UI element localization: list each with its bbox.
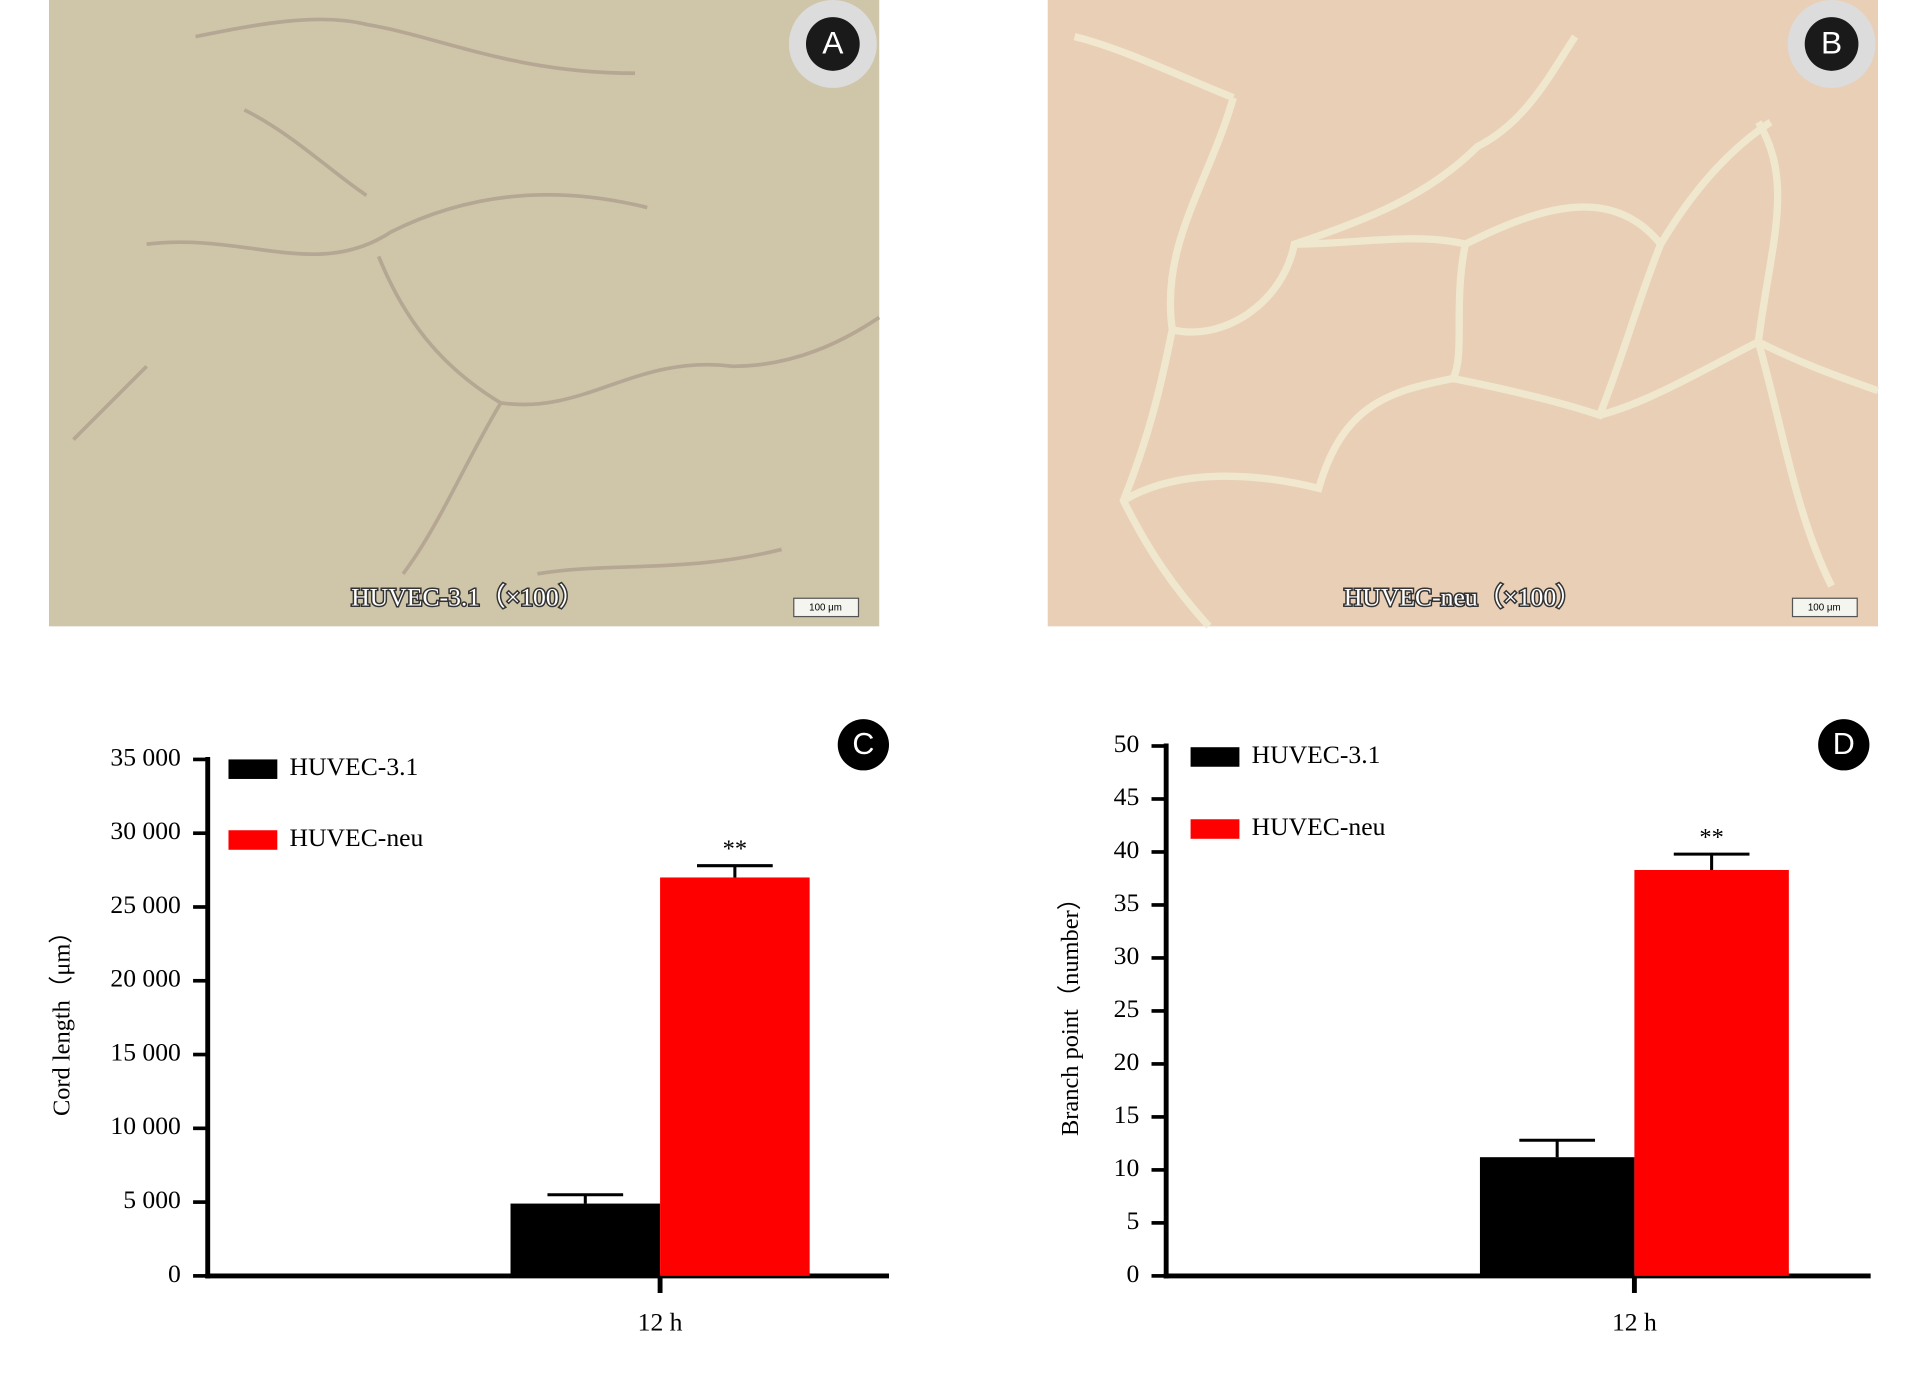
y-tick-label: 35 000 <box>110 742 180 771</box>
scale-bar <box>1791 597 1858 618</box>
y-tick-label: 10 000 <box>110 1111 180 1140</box>
caption: HUVEC-neu（×100） <box>1344 582 1582 611</box>
y-tick-label: 25 000 <box>110 890 180 919</box>
legend-swatch <box>228 759 278 779</box>
y-tick-label: 0 <box>1126 1259 1139 1288</box>
y-tick-label: 40 <box>1114 835 1140 864</box>
photo-b: B HUVEC-neu（×100） 100 μm <box>1047 0 1880 629</box>
panel-letter: C <box>852 727 874 761</box>
letter-badge <box>837 719 890 771</box>
significance: ** <box>723 836 747 863</box>
panel-letter: A <box>822 25 844 61</box>
y-tick-label: 20 <box>1114 1047 1140 1076</box>
y-tick-label: 30 <box>1114 941 1140 970</box>
legend-swatch <box>1190 819 1240 839</box>
scale-bar-label: 100 μm <box>809 603 842 614</box>
y-axis-label: Branch point（number） <box>1057 886 1084 1136</box>
y-tick-label: 20 000 <box>110 964 180 993</box>
y-tick-label: 5 <box>1126 1206 1139 1235</box>
caption: HUVEC-3.1（×100） <box>351 582 584 611</box>
x-tick-label: 12 h <box>638 1308 683 1337</box>
bar <box>510 1203 661 1276</box>
significance: ** <box>1699 824 1723 851</box>
panel-letter: B <box>1821 25 1842 61</box>
y-tick-label: 0 <box>168 1259 181 1288</box>
x-tick-label: 12 h <box>1612 1308 1657 1337</box>
legend-label: HUVEC-neu <box>1252 812 1386 841</box>
y-tick-label: 30 000 <box>110 816 180 845</box>
y-axis-label: Cord length（μm） <box>48 919 75 1116</box>
panel-letter: D <box>1833 727 1855 761</box>
micrograph <box>49 0 880 627</box>
photo-a: A HUVEC-3.1（×100） 100 μm <box>49 0 881 627</box>
letter-badge <box>1804 17 1859 71</box>
legend-label: HUVEC-3.1 <box>290 752 419 781</box>
scale-bar <box>793 597 860 618</box>
y-tick-label: 5 000 <box>123 1185 181 1214</box>
y-tick-label: 25 <box>1114 994 1140 1023</box>
y-tick-label: 35 <box>1114 888 1140 917</box>
letter-badge <box>1818 719 1870 771</box>
legend-label: HUVEC-3.1 <box>1252 740 1381 769</box>
legend-swatch <box>1190 747 1240 767</box>
bar <box>1479 1157 1635 1276</box>
legend-label: HUVEC-neu <box>290 823 424 852</box>
bar <box>660 877 810 1276</box>
scale-bar-label: 100 μm <box>1808 603 1841 614</box>
cell-network <box>72 17 881 576</box>
y-tick-label: 45 <box>1114 782 1140 811</box>
y-tick-label: 15 000 <box>110 1037 180 1066</box>
y-tick-label: 50 <box>1114 729 1140 758</box>
bar <box>1634 869 1789 1276</box>
cell-network <box>1073 33 1880 629</box>
letter-badge <box>805 17 860 71</box>
y-tick-label: 15 <box>1114 1100 1140 1129</box>
y-tick-label: 10 <box>1114 1153 1140 1182</box>
legend-swatch <box>228 830 278 850</box>
